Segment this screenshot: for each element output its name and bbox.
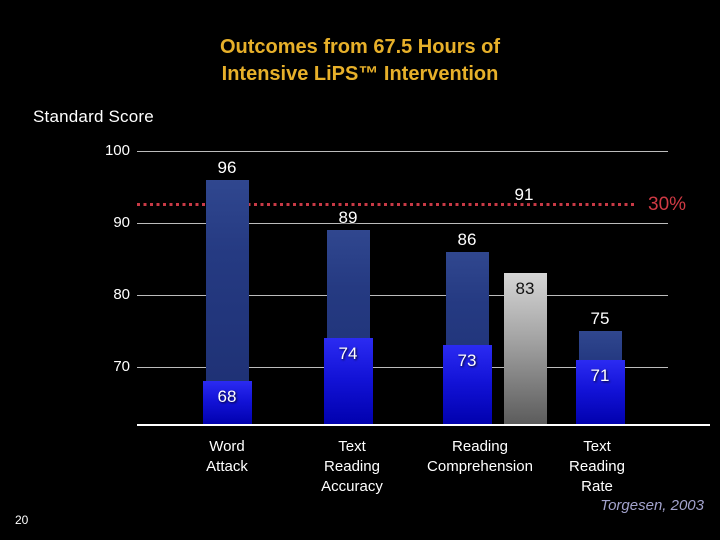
gridline-70 [137, 367, 668, 368]
category-label-reading-comprehension: Reading Comprehension [427, 438, 533, 475]
gridline-100 [137, 151, 668, 152]
bar-bright-blue-text-reading-rate [575, 359, 625, 424]
slide-title-line-2: Intensive LiPS™ Intervention [221, 63, 499, 85]
page-number: 20 [15, 513, 29, 527]
category-label-text-reading-accuracy: Text Reading Accuracy [321, 438, 383, 495]
y-tick-label-70: 70 [113, 358, 130, 375]
benchmark-annotation: 30% [648, 194, 687, 215]
benchmark-value-label: 91 [514, 185, 534, 204]
gridline-90 [137, 223, 668, 224]
citation: Torgesen, 2003 [600, 497, 704, 514]
bar-bright-blue-text-reading-accuracy [323, 338, 373, 424]
bar-gray-reading-comprehension [503, 273, 547, 424]
bar-value-label-dark-text-reading-rate: 75 [590, 309, 610, 328]
bar-bright-blue-reading-comprehension [442, 345, 492, 424]
category-label-text-reading-rate: Text Reading Rate [569, 438, 625, 495]
bar-value-label-bright-word-attack: 68 [217, 387, 237, 407]
bar-value-label-bright-text-reading-accuracy: 74 [338, 344, 358, 364]
y-tick-label-100: 100 [104, 142, 130, 159]
bar-value-label-dark-reading-comprehension: 86 [457, 229, 477, 249]
x-axis-line [137, 424, 710, 426]
y-tick-label-90: 90 [113, 214, 130, 231]
bar-value-label-dark-text-reading-accuracy: 89 [338, 208, 358, 228]
benchmark-dotted-line [137, 203, 634, 206]
category-label-word-attack: Word Attack [206, 438, 248, 475]
slide-title: Outcomes from 67.5 Hours of Intensive Li… [0, 34, 720, 88]
bar-value-label-dark-word-attack: 96 [217, 157, 237, 177]
y-axis-title: Standard Score [33, 107, 154, 126]
y-tick-label-80: 80 [113, 286, 130, 303]
gridline-80 [137, 295, 668, 296]
bar-value-label-bright-text-reading-rate: 71 [590, 365, 610, 385]
bar-value-label-bright-reading-comprehension: 73 [457, 351, 477, 371]
bar-bright-blue-word-attack [202, 381, 252, 424]
slide-title-line-1: Outcomes from 67.5 Hours of [219, 36, 501, 58]
bar-value-label-gray-reading-comprehension: 83 [515, 279, 535, 299]
